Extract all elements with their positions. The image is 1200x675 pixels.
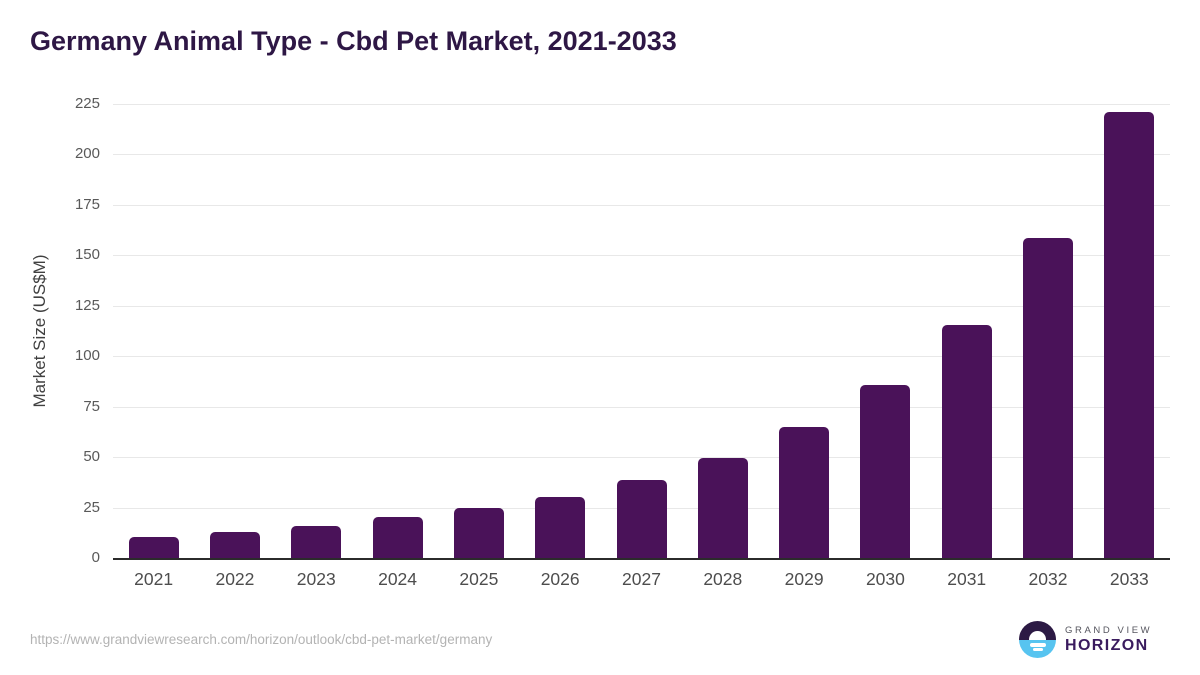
y-tick-label-125: 125 — [74, 296, 100, 314]
bar-2030 — [860, 384, 911, 558]
grand-view-horizon-logo: GRAND VIEW HORIZON — [1019, 621, 1152, 658]
horizon-sunrise-icon — [1019, 621, 1056, 658]
x-tick-label-2026: 2026 — [540, 569, 580, 589]
x-tick-label-2031: 2031 — [947, 569, 987, 589]
logo-horizon-label: HORIZON — [1065, 637, 1149, 654]
y-tick-label-150: 150 — [74, 246, 100, 264]
logo-sky-shape — [1019, 621, 1056, 640]
x-tick-label-2029: 2029 — [784, 569, 824, 589]
x-tick-label-2025: 2025 — [459, 569, 499, 589]
bar-2032 — [1023, 238, 1074, 558]
bar-2028 — [697, 457, 748, 558]
x-tick-label-2024: 2024 — [378, 569, 418, 589]
logo-reflection-line-1 — [1029, 642, 1046, 647]
gridline-150 — [113, 255, 1170, 257]
bar-2033 — [1104, 112, 1155, 558]
chart-title: Germany Animal Type - Cbd Pet Market, 20… — [30, 26, 677, 56]
logo-wordmark: GRAND VIEW HORIZON — [1065, 625, 1152, 654]
bar-2023 — [291, 525, 342, 558]
y-tick-label-50: 50 — [83, 448, 100, 466]
y-tick-label-200: 200 — [74, 145, 100, 163]
x-tick-label-2022: 2022 — [215, 569, 255, 589]
bar-2026 — [535, 497, 586, 558]
y-tick-label-25: 25 — [83, 498, 100, 516]
y-tick-label-175: 175 — [74, 195, 100, 213]
plot-area — [113, 104, 1170, 560]
bar-2029 — [779, 427, 830, 558]
bar-2024 — [372, 516, 423, 558]
bar-2021 — [128, 537, 179, 558]
source-url-text: https://www.grandviewresearch.com/horizo… — [30, 632, 493, 647]
bar-2027 — [616, 480, 667, 558]
y-axis-title: Market Size (US$M) — [30, 254, 49, 408]
gridline-100 — [113, 356, 1170, 358]
x-tick-label-2033: 2033 — [1109, 569, 1149, 589]
x-tick-label-2030: 2030 — [865, 569, 905, 589]
y-tick-label-75: 75 — [83, 397, 100, 415]
gridline-175 — [113, 204, 1170, 206]
bar-2022 — [209, 532, 260, 558]
bar-2031 — [941, 325, 992, 558]
y-tick-label-100: 100 — [74, 347, 100, 365]
x-tick-label-2032: 2032 — [1028, 569, 1068, 589]
y-tick-label-0: 0 — [91, 549, 100, 566]
gridline-50 — [113, 457, 1170, 459]
logo-reflection-line-2 — [1032, 648, 1043, 651]
x-tick-label-2027: 2027 — [622, 569, 661, 589]
gridline-225 — [113, 104, 1170, 105]
logo-grand-view-label: GRAND VIEW — [1065, 625, 1153, 636]
x-tick-label-2028: 2028 — [703, 569, 743, 589]
x-tick-label-2023: 2023 — [296, 569, 336, 589]
y-tick-label-225: 225 — [74, 95, 100, 112]
gridline-125 — [113, 305, 1170, 307]
x-tick-label-2021: 2021 — [134, 569, 174, 589]
bar-2025 — [453, 508, 504, 558]
gridline-200 — [113, 154, 1170, 156]
gridline-75 — [113, 406, 1170, 408]
